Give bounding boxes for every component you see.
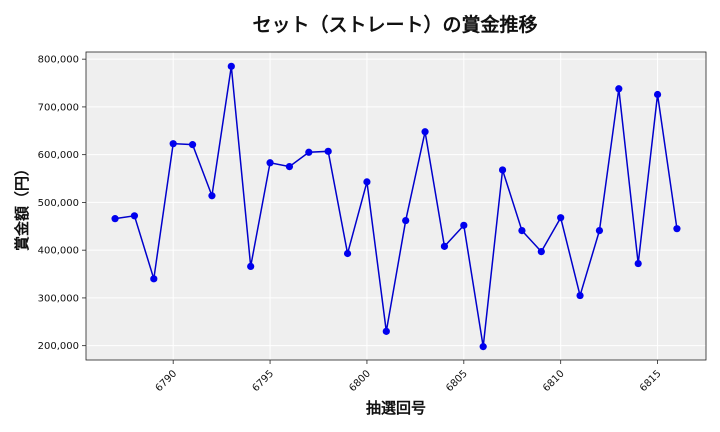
data-point (634, 259, 642, 268)
data-point (285, 163, 294, 171)
grid-lines (86, 52, 706, 360)
data-point (130, 212, 139, 220)
data-point (382, 327, 390, 335)
data-point (324, 147, 332, 155)
data-point (421, 128, 429, 136)
data-point (498, 166, 507, 174)
data-point (111, 215, 119, 223)
y-axis-label: 賞金額（円） (13, 161, 31, 251)
x-tick-label: 6790 (154, 368, 180, 394)
data-point (169, 140, 177, 148)
data-point (188, 141, 197, 149)
data-point (557, 214, 565, 222)
data-point (305, 148, 313, 156)
data-point (653, 90, 662, 99)
series-line (114, 66, 678, 347)
data-point (537, 248, 545, 256)
x-tick-label: 6805 (444, 368, 470, 394)
data-point (615, 85, 623, 93)
y-tick-label: 200,000 (38, 341, 79, 352)
x-tick-label: 6810 (541, 368, 567, 394)
y-axis-ticks: 200,000 300,000 400,000 500,000 600,000 700,0… (38, 55, 86, 352)
chart-title: セット（ストレート）の賞金推移 (252, 13, 537, 36)
x-axis-label: 抽選回号 (366, 399, 426, 417)
y-tick-label: 800,000 (38, 55, 79, 66)
data-point (440, 242, 449, 250)
x-tick-label: 6795 (250, 368, 276, 394)
data-point (673, 225, 681, 233)
data-point (518, 226, 526, 235)
x-tick-label: 6815 (638, 368, 664, 394)
data-point (479, 343, 487, 351)
y-tick-label: 700,000 (38, 102, 79, 113)
x-axis-ticks: 6790 6795 6800 6805 6810 6815 (154, 360, 664, 394)
plot-frame (85, 51, 707, 361)
data-point (150, 275, 158, 283)
y-tick-label: 600,000 (38, 150, 79, 161)
plot-area (86, 52, 706, 360)
data-point (247, 262, 255, 271)
data-point (576, 291, 584, 300)
data-point (227, 62, 235, 70)
x-tick-label: 6800 (347, 368, 373, 394)
y-tick-label: 300,000 (38, 293, 79, 304)
data-point (402, 216, 410, 225)
data-point (460, 221, 468, 229)
data-point (208, 192, 216, 200)
data-point (363, 178, 371, 186)
data-points (111, 62, 681, 351)
y-tick-label: 500,000 (38, 198, 79, 209)
data-point (595, 226, 604, 235)
data-point (266, 159, 274, 167)
data-point (343, 249, 352, 258)
y-tick-label: 400,000 (38, 246, 79, 257)
